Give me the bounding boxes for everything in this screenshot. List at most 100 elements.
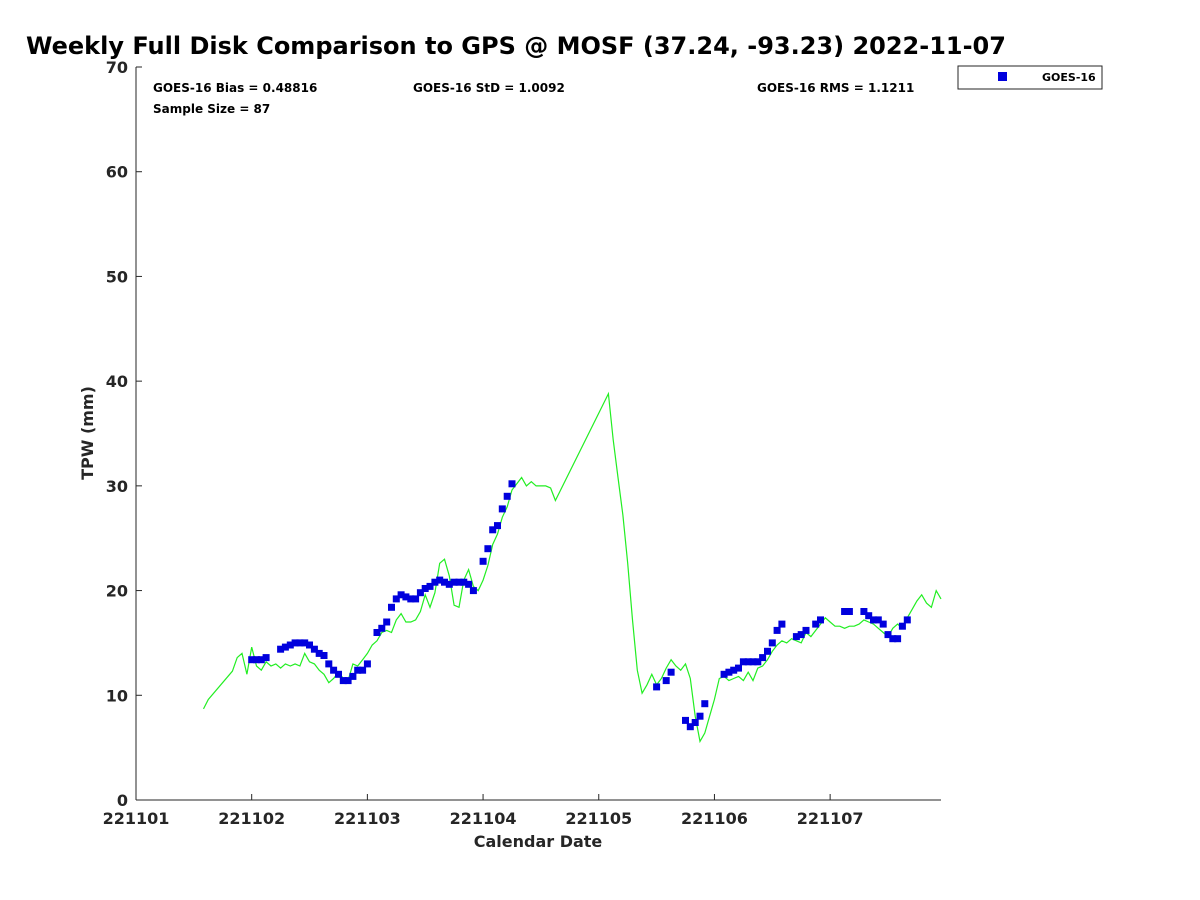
goes16-point	[735, 664, 742, 672]
goes16-point	[416, 589, 424, 597]
x-tick-label: 221103	[334, 809, 401, 828]
goes16-point	[281, 643, 289, 651]
goes16-point	[691, 719, 699, 726]
goes16-point	[421, 585, 429, 592]
x-tick-label: 221104	[450, 809, 517, 828]
goes16-point	[903, 616, 911, 624]
legend: GOES-16	[957, 65, 1103, 90]
goes16-point	[296, 639, 304, 647]
goes16-point	[653, 683, 661, 691]
goes16-point	[315, 649, 323, 657]
goes16-point	[759, 654, 767, 662]
goes16-point	[701, 700, 709, 708]
goes16-point	[339, 677, 347, 685]
goes16-point	[426, 582, 434, 590]
goes16-point	[465, 580, 473, 588]
goes16-point	[378, 624, 386, 632]
goes16-point	[489, 526, 497, 534]
goes16-point	[696, 712, 704, 720]
goes16-point	[720, 670, 728, 678]
goes16-point	[870, 616, 877, 624]
y-axis-label: TPW (mm)	[78, 386, 97, 480]
goes16-point	[749, 658, 757, 666]
x-axis-ticks: 221101 221102 221103 221104 221105 221106 2211…	[103, 794, 864, 828]
std-stat: GOES-16 StD = 1.0092	[413, 81, 565, 95]
goes16-point	[764, 647, 771, 655]
goes16-point	[253, 656, 260, 664]
goes16-point	[436, 576, 444, 584]
legend-marker-goes16	[998, 72, 1007, 81]
goes16-point	[503, 492, 511, 500]
y-tick-label: 50	[106, 267, 128, 286]
goes16-point	[508, 480, 516, 488]
goes16-point	[335, 670, 342, 678]
goes16-point	[817, 616, 824, 624]
goes16-point	[730, 666, 738, 674]
goes16-point	[874, 616, 882, 624]
goes16-point	[686, 723, 694, 731]
goes16-point	[860, 608, 868, 615]
goes16-point	[812, 620, 820, 628]
legend-label-goes16: GOES-16	[1042, 71, 1096, 84]
y-tick-label: 40	[106, 372, 128, 391]
goes16-point	[682, 716, 689, 724]
chart-title: Weekly Full Disk Comparison to GPS @ MOS…	[26, 32, 1006, 60]
goes16-point	[325, 660, 333, 668]
goes16-point	[306, 641, 313, 649]
goes16-point	[725, 668, 733, 676]
goes16-point	[792, 633, 800, 641]
plot-series	[202, 391, 942, 744]
y-tick-label: 20	[106, 582, 128, 601]
goes16-point	[330, 666, 338, 674]
goes16-point	[884, 631, 892, 639]
legend-box	[957, 65, 1103, 90]
y-axis-ticks: 0 10 20 30 40 50 60 70	[106, 58, 142, 810]
goes16-point	[778, 620, 786, 628]
x-tick-label: 221107	[797, 809, 864, 828]
goes16-point	[412, 595, 420, 603]
goes16-point	[407, 595, 415, 603]
goes16-point	[344, 677, 352, 685]
goes16-point	[320, 652, 328, 659]
goes16-point	[455, 578, 463, 586]
goes16-point	[431, 578, 439, 586]
goes16-point	[373, 629, 381, 636]
goes16-point	[445, 580, 453, 588]
x-tick-label: 221102	[218, 809, 285, 828]
goes16-point	[754, 658, 762, 666]
goes16-point	[383, 618, 391, 626]
goes16-point	[898, 622, 906, 630]
goes16-point	[248, 656, 256, 664]
goes16-point	[889, 635, 897, 643]
goes16-point	[469, 587, 477, 595]
goes16-point	[667, 668, 675, 676]
goes16-point	[662, 677, 670, 685]
goes16-point	[392, 595, 400, 603]
goes16-point	[484, 545, 492, 553]
goes16-point	[277, 645, 285, 653]
goes16-point	[257, 656, 265, 664]
goes16-point	[797, 631, 805, 639]
goes16-point	[845, 608, 853, 615]
y-tick-label: 30	[106, 477, 128, 496]
goes16-point	[402, 593, 410, 601]
goes16-point	[450, 578, 458, 586]
y-tick-label: 70	[106, 58, 128, 77]
goes16-point	[894, 635, 902, 643]
goes16-point	[286, 641, 294, 649]
goes16-point	[841, 608, 849, 615]
goes16-point	[744, 658, 752, 666]
goes16-point	[349, 672, 357, 680]
goes16-point	[359, 666, 367, 674]
bias-stat: GOES-16 Bias = 0.48816	[153, 81, 317, 95]
goes16-point	[768, 639, 776, 647]
goes16-point	[865, 612, 873, 620]
goes16-point	[802, 626, 810, 634]
goes16-point	[773, 626, 781, 634]
sample-size-stat: Sample Size = 87	[153, 102, 270, 116]
goes16-point	[879, 620, 887, 628]
goes16-point	[494, 522, 501, 530]
y-tick-label: 60	[106, 163, 128, 182]
goes16-point	[291, 639, 299, 647]
